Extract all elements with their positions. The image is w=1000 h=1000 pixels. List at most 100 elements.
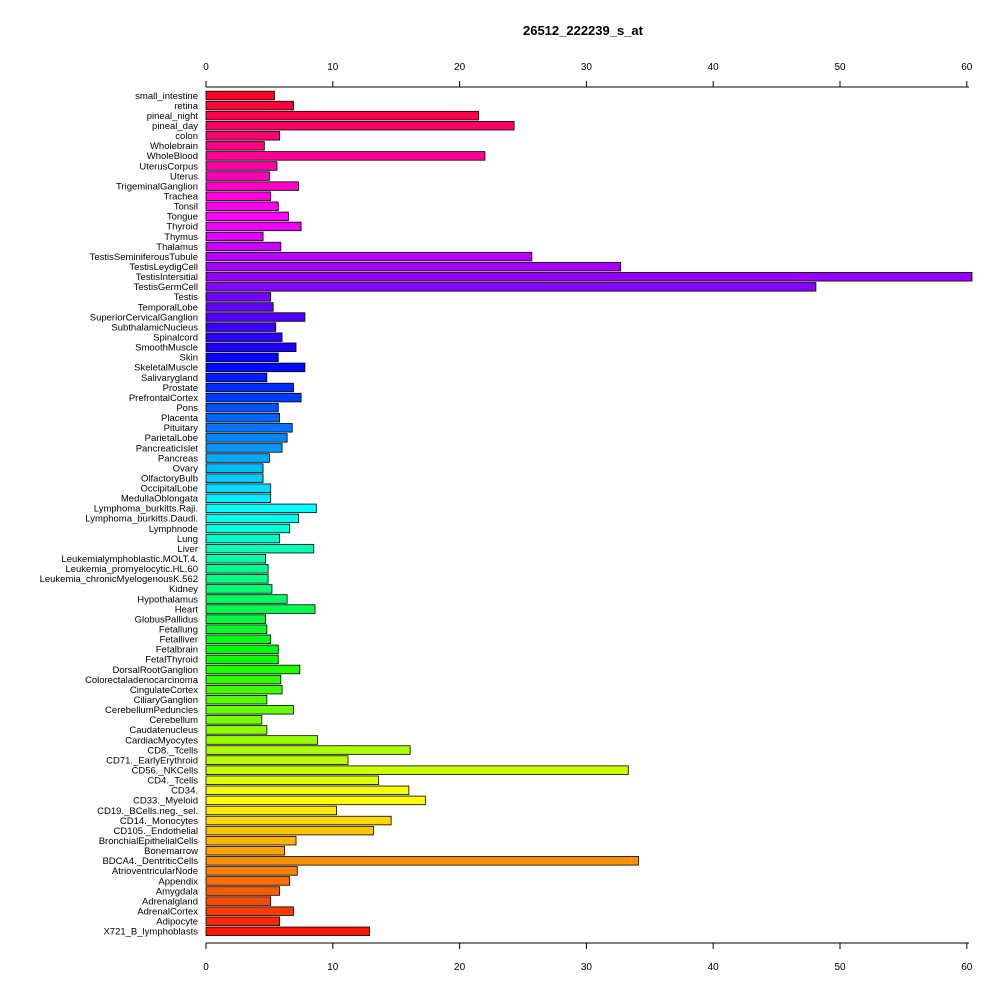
- bar-CD56._NKCells: [205, 765, 629, 775]
- category-label: MedullaOblongata: [121, 494, 199, 505]
- category-label: BronchialEpithelialCells: [99, 836, 199, 847]
- bar-TestisLeydigCell: [205, 261, 622, 272]
- tick-label: 50: [834, 962, 846, 973]
- category-label: Tongue: [167, 212, 198, 223]
- bar-SuperiorCervicalGanglion: [205, 312, 306, 322]
- bar-small_intestine: [205, 90, 275, 101]
- bar-Testis: [205, 292, 272, 302]
- category-label: PrefrontalCortex: [129, 393, 198, 404]
- category-label: Bonemarrow: [144, 846, 198, 857]
- category-label: AdrenalCortex: [137, 906, 198, 917]
- category-label: Ovary: [173, 463, 199, 474]
- category-label: Tonsil: [174, 202, 198, 213]
- category-label: SubthalamicNucleus: [111, 322, 198, 333]
- bar-Adipocyte: [205, 916, 280, 926]
- category-label: BDCA4._DentriticCells: [102, 856, 198, 867]
- category-label: Hypothalamus: [137, 594, 198, 605]
- category-label: PancreaticIslet: [136, 443, 199, 454]
- category-label: Uterus: [170, 171, 198, 182]
- category-label: Wholebrain: [150, 141, 198, 152]
- bar-Pancreas: [205, 453, 270, 463]
- category-label: Fetalbrain: [156, 645, 198, 656]
- category-label: Pituitary: [164, 423, 199, 434]
- tick-label: 30: [581, 962, 593, 973]
- bar-Lung: [205, 533, 280, 544]
- bar-TestisGermCell: [205, 282, 817, 292]
- bar-PancreaticIslet: [205, 443, 283, 453]
- category-label: Fetallung: [159, 625, 198, 636]
- bar-X721_B_lymphoblasts: [205, 926, 370, 937]
- bar-pineal_night: [205, 110, 480, 121]
- category-label: Salivarygland: [141, 373, 198, 384]
- bar-SmoothMuscle: [205, 342, 297, 352]
- bar-Tongue: [205, 211, 289, 222]
- bar-SubthalamicNucleus: [205, 322, 277, 332]
- bar-Bonemarrow: [205, 846, 286, 856]
- bar-CD8._Tcells: [205, 745, 411, 755]
- bar-Amygdala: [205, 886, 280, 896]
- tick-label: 60: [961, 962, 973, 973]
- bar-AtrioventricularNode: [205, 866, 298, 876]
- category-label: OlfactoryBulb: [141, 473, 198, 484]
- category-label: pineal_day: [152, 121, 198, 132]
- category-label: OccipitalLobe: [140, 484, 198, 495]
- category-label: Colorectaladenocarcinoma: [85, 675, 199, 686]
- category-label: GlobusPallidus: [135, 614, 199, 625]
- bar-TemporalLobe: [205, 302, 274, 312]
- tick-label: 20: [454, 962, 466, 973]
- category-label: colon: [175, 131, 198, 142]
- category-label: CingulateCortex: [130, 685, 198, 696]
- bar-Pituitary: [205, 423, 293, 433]
- category-label: TestisLeydigCell: [129, 262, 198, 273]
- bar-CD14._Monocytes: [205, 815, 392, 826]
- tick-label: 10: [327, 962, 339, 973]
- category-label: Leukemia_chronicMyelogenousK.562: [40, 574, 198, 585]
- bar-CD33._Myeloid: [205, 795, 426, 806]
- category-labels: small_intestineretinapineal_nightpineal_…: [40, 91, 199, 938]
- bar-Placenta: [205, 413, 280, 423]
- bar-Ovary: [205, 463, 264, 473]
- tick-label: 20: [454, 62, 466, 73]
- category-label: Prostate: [163, 383, 198, 394]
- category-label: UterusCorpus: [139, 161, 198, 172]
- category-label: Caudatenucleus: [129, 725, 198, 736]
- bar-Kidney: [205, 584, 273, 594]
- category-label: CD34.: [171, 786, 198, 797]
- category-label: Lung: [177, 534, 198, 545]
- bar-GlobusPallidus: [205, 614, 266, 624]
- category-label: CD19._BCells.neg._sel.: [97, 806, 198, 817]
- category-label: Spinalcord: [153, 332, 198, 343]
- category-label: Cerebellum: [149, 715, 198, 726]
- tick-label: 30: [581, 62, 593, 73]
- category-label: CD8._Tcells: [147, 745, 198, 756]
- category-label: SkeletalMuscle: [134, 363, 198, 374]
- bar-Wholebrain: [205, 141, 265, 151]
- category-label: FetalThyroid: [145, 655, 198, 666]
- category-label: CD14._Monocytes: [120, 816, 198, 827]
- bar-MedullaOblongata: [205, 493, 272, 504]
- bar-BDCA4._DentriticCells: [205, 856, 639, 866]
- category-label: Liver: [177, 544, 198, 555]
- category-label: CardiacMyocytes: [125, 735, 198, 746]
- category-label: CD4._Tcells: [147, 776, 198, 787]
- category-label: small_intestine: [135, 91, 198, 102]
- category-label: CD105._Endothelial: [113, 826, 198, 837]
- category-label: Lymphoma_burkitts.Daudi.: [85, 514, 198, 525]
- bar-Lymphoma_burkitts.Daudi.: [205, 513, 299, 524]
- bar-Caudatenucleus: [205, 725, 268, 735]
- bar-Leukemia_promyelocytic.HL.60: [205, 564, 269, 574]
- bar-Fetalbrain: [205, 644, 279, 655]
- bar-OlfactoryBulb: [205, 473, 264, 483]
- category-label: TestisIntersitial: [136, 272, 198, 283]
- category-label: AtrioventricularNode: [112, 866, 198, 877]
- bar-Skin: [205, 352, 279, 363]
- tick-label: 60: [961, 62, 973, 73]
- bar-Liver: [205, 543, 315, 554]
- bar-Appendix: [205, 876, 291, 886]
- chart-title: 26512_222239_s_at: [523, 23, 644, 38]
- category-label: Fetalliver: [159, 635, 198, 646]
- bar-CiliaryGanglion: [205, 695, 268, 705]
- bar-Adrenalgland: [205, 896, 272, 906]
- category-label: CiliaryGanglion: [134, 695, 198, 706]
